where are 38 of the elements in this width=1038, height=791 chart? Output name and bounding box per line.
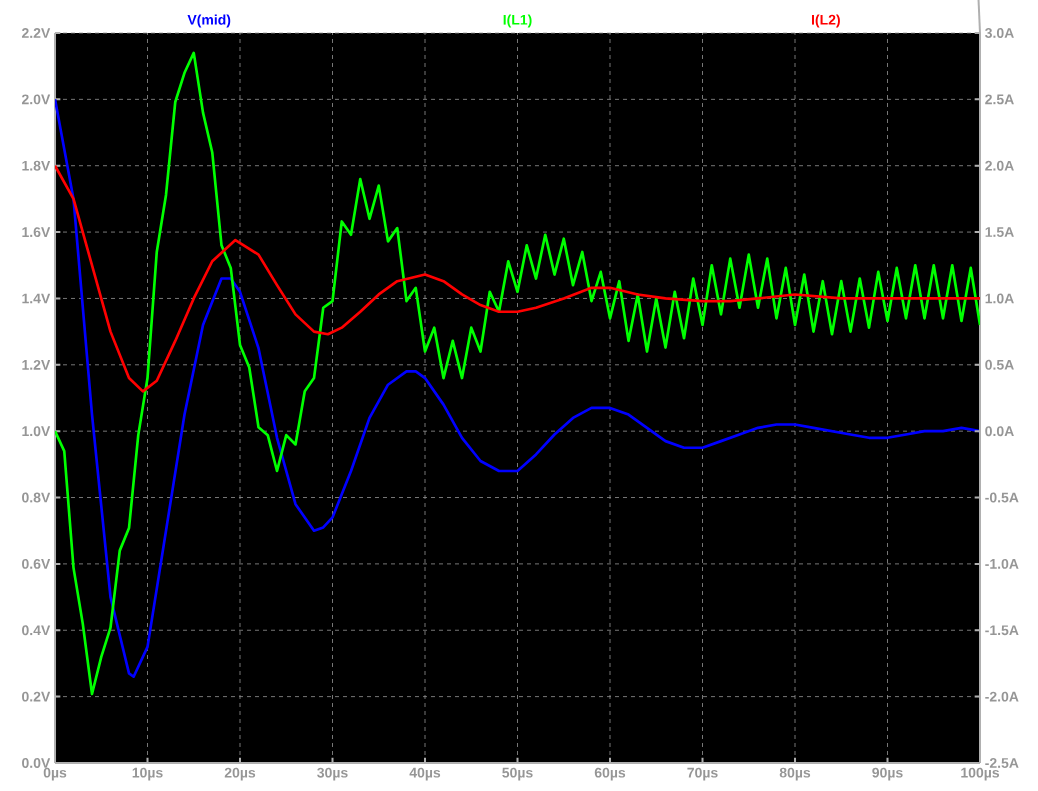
x-tick-label: 60µs xyxy=(594,767,626,781)
y-tick-label: 2.0V xyxy=(21,94,51,105)
x-tick-label: 0µs xyxy=(43,767,67,781)
y2-tick-label: -0.5A xyxy=(985,492,1019,503)
y2-tick-label: -1.5A xyxy=(985,625,1019,636)
y-tick-label: 1.4V xyxy=(22,293,51,304)
y-tick-label: 1.0V xyxy=(22,426,51,437)
x-tick-label: 40µs xyxy=(409,767,441,781)
y2-tick-label: -2.0A xyxy=(985,691,1019,702)
y-tick-label: 1.6V xyxy=(22,227,51,238)
y-tick-label: 0.2V xyxy=(22,691,51,702)
x-tick-label: 100µs xyxy=(961,767,1000,781)
y-tick-label: 0.6V xyxy=(22,558,51,569)
y2-tick-label: 2.0A xyxy=(985,160,1014,171)
y-tick-label: 0.4V xyxy=(22,625,51,636)
y-tick-label: 0.8V xyxy=(22,492,51,503)
x-tick-label: 90µs xyxy=(872,767,903,781)
y2-tick-label: 0.5A xyxy=(985,359,1014,370)
text: I(L1) xyxy=(503,14,532,28)
y2-tick-label: -2.5A xyxy=(985,758,1019,768)
y-tick-label: 1.8V xyxy=(22,160,51,171)
y2-tick-label: 1.5A xyxy=(985,227,1014,237)
x-tick-label: 10µs xyxy=(132,767,163,781)
y-tick-label: 0.0V xyxy=(22,758,51,768)
text: I(L2) xyxy=(812,14,840,28)
y2-tick-label: 1.0A xyxy=(985,293,1014,304)
x-tick-label: 30µs xyxy=(317,767,348,781)
y2-tick-label: 3.0A xyxy=(985,28,1014,38)
y2-tick-label: 2.5A xyxy=(985,94,1014,105)
y-tick-label: 2.2V xyxy=(21,28,51,38)
y2-tick-label: -1.0A xyxy=(985,558,1019,569)
y-tick-label: 1.2V xyxy=(22,359,51,370)
x-tick-label: 80µs xyxy=(779,767,811,781)
x-tick-label: 50µs xyxy=(502,767,533,781)
x-tick-label: 20µs xyxy=(224,767,256,781)
text: V(mid) xyxy=(187,14,231,28)
y2-tick-label: 0.0A xyxy=(985,426,1014,437)
x-tick-label: 70µs xyxy=(687,767,718,781)
